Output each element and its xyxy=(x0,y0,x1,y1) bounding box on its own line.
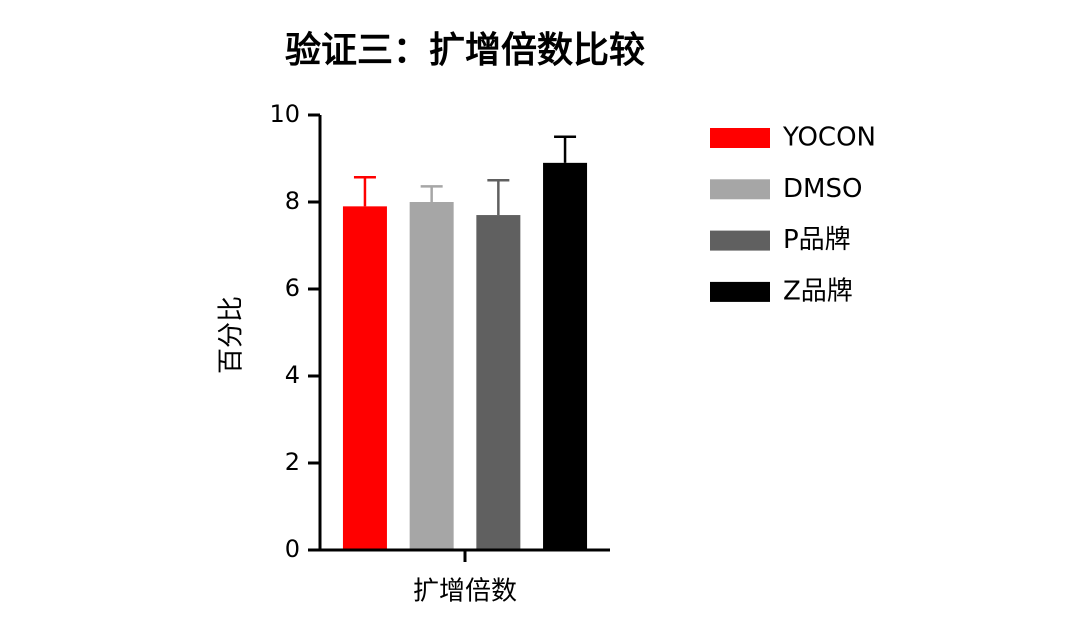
legend-swatch xyxy=(710,230,770,251)
y-axis-label: 百分比 xyxy=(217,296,247,374)
x-tick-label: 扩增倍数 xyxy=(413,577,517,607)
y-tick-label: 4 xyxy=(285,361,300,389)
y-tick-label: 8 xyxy=(285,187,300,215)
bar xyxy=(409,202,454,550)
legend-swatch xyxy=(710,281,770,302)
y-tick-label: 2 xyxy=(285,448,300,476)
legend-label: Z品牌 xyxy=(783,276,853,306)
y-tick-label: 10 xyxy=(269,100,300,128)
chart-title: 验证三：扩增倍数比较 xyxy=(285,30,645,71)
legend-label: YOCON xyxy=(782,123,876,153)
legend-label: DMSO xyxy=(783,174,862,204)
y-tick-label: 6 xyxy=(285,274,300,302)
bar xyxy=(543,162,588,550)
y-tick-label: 0 xyxy=(285,535,300,563)
legend-label: P品牌 xyxy=(783,225,851,255)
bar xyxy=(476,215,521,551)
bar xyxy=(342,206,387,550)
legend-swatch xyxy=(710,179,770,200)
legend-swatch xyxy=(710,128,770,148)
